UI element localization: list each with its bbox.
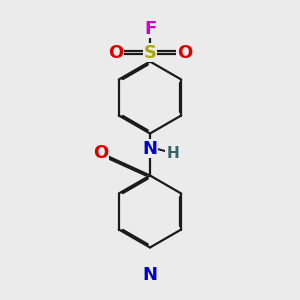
Text: N: N: [142, 140, 158, 158]
Text: O: O: [177, 44, 192, 62]
Text: F: F: [144, 20, 156, 38]
Text: N: N: [142, 266, 158, 284]
Text: O: O: [93, 144, 108, 162]
Text: O: O: [108, 44, 123, 62]
Text: S: S: [143, 44, 157, 62]
Text: H: H: [166, 146, 179, 160]
